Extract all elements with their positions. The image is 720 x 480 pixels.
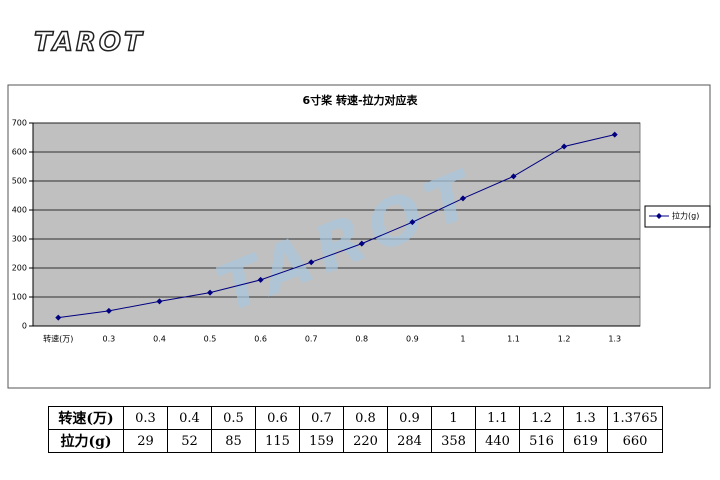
legend-box bbox=[644, 205, 711, 228]
table-cell: 0.4 bbox=[167, 406, 212, 430]
x-tick-label: 0.9 bbox=[406, 335, 419, 344]
table-cell: 358 bbox=[431, 429, 476, 453]
table-cell: 0.6 bbox=[255, 406, 300, 430]
x-tick-label: 0.7 bbox=[305, 335, 318, 344]
table-cell: 660 bbox=[607, 429, 663, 453]
table-cell: 1.3 bbox=[563, 406, 608, 430]
table-cell: 转速(万) bbox=[48, 406, 124, 430]
table-cell: 0.7 bbox=[299, 406, 344, 430]
legend-marker bbox=[656, 213, 662, 219]
x-tick-label: 1 bbox=[460, 335, 465, 344]
x-tick-label: 0.3 bbox=[103, 335, 116, 344]
point bbox=[611, 131, 618, 138]
table-cell: 159 bbox=[299, 429, 344, 453]
y-tick-label: 400 bbox=[12, 206, 27, 215]
x-tick-label: 0.4 bbox=[153, 335, 166, 344]
table-cell: 0.9 bbox=[387, 406, 432, 430]
y-tick-label: 200 bbox=[12, 264, 27, 273]
table-cell: 0.3 bbox=[123, 406, 168, 430]
table-cell: 115 bbox=[255, 429, 300, 453]
table-cell: 0.8 bbox=[343, 406, 388, 430]
chart: TAROT 6寸桨 转速-拉力对应表 0 100 200 300 400 500 600 70… bbox=[7, 27, 711, 389]
table-cell: 29 bbox=[123, 429, 168, 453]
point bbox=[257, 276, 264, 283]
y-tick-label: 300 bbox=[12, 235, 27, 244]
plot-area bbox=[32, 122, 641, 327]
table-row: 转速(万) 0.3 0.4 0.5 0.6 0.7 0.8 0.9 1 1.1 1.2 1.3 1.37… bbox=[48, 406, 663, 430]
table-cell: 1.2 bbox=[519, 406, 564, 430]
table-cell: 85 bbox=[211, 429, 256, 453]
point bbox=[156, 298, 163, 305]
table-cell: 284 bbox=[387, 429, 432, 453]
y-tick-label: 700 bbox=[12, 119, 27, 128]
table-cell: 220 bbox=[343, 429, 388, 453]
point bbox=[510, 173, 517, 180]
table-cell: 拉力(g) bbox=[48, 429, 124, 453]
table-cell: 1 bbox=[431, 406, 476, 430]
data-table: 转速(万) 0.3 0.4 0.5 0.6 0.7 0.8 0.9 1 1.1 1.2 1.3 1.37… bbox=[48, 406, 663, 453]
x-tick-label: 0.8 bbox=[355, 335, 368, 344]
table-cell: 516 bbox=[519, 429, 564, 453]
chart-title: 6寸桨 转速-拉力对应表 bbox=[302, 93, 418, 107]
table-cell: 1.1 bbox=[475, 406, 520, 430]
x-tick-label: 0.5 bbox=[204, 335, 217, 344]
x-tick-label: 1.3 bbox=[608, 335, 621, 344]
y-tick-label: 100 bbox=[12, 293, 27, 302]
table-cell: 619 bbox=[563, 429, 608, 453]
point bbox=[207, 289, 214, 296]
x-tick-label: 0.6 bbox=[254, 335, 267, 344]
x-tick-label: 转速(万) bbox=[43, 334, 73, 344]
legend-label: 拉力(g) bbox=[672, 211, 699, 221]
point bbox=[409, 219, 416, 226]
point bbox=[561, 143, 568, 150]
table-row: 拉力(g) 29 52 85 115 159 220 284 358 440 516 619 660 bbox=[48, 429, 663, 453]
table-cell: 440 bbox=[475, 429, 520, 453]
y-tick-label: 600 bbox=[12, 148, 27, 157]
point bbox=[308, 259, 315, 266]
point bbox=[105, 307, 112, 314]
logo: TAROT bbox=[34, 28, 145, 58]
x-tick-label: 1.2 bbox=[558, 335, 571, 344]
x-tick-label: 1.1 bbox=[507, 335, 520, 344]
point bbox=[358, 240, 365, 247]
table-cell: 52 bbox=[167, 429, 212, 453]
line bbox=[58, 134, 615, 319]
point bbox=[459, 195, 466, 202]
table-cell: 0.5 bbox=[211, 406, 256, 430]
table-cell: 1.3765 bbox=[607, 406, 663, 430]
y-tick-label: 0 bbox=[22, 322, 27, 331]
point bbox=[55, 314, 62, 321]
y-tick-label: 500 bbox=[12, 177, 27, 186]
